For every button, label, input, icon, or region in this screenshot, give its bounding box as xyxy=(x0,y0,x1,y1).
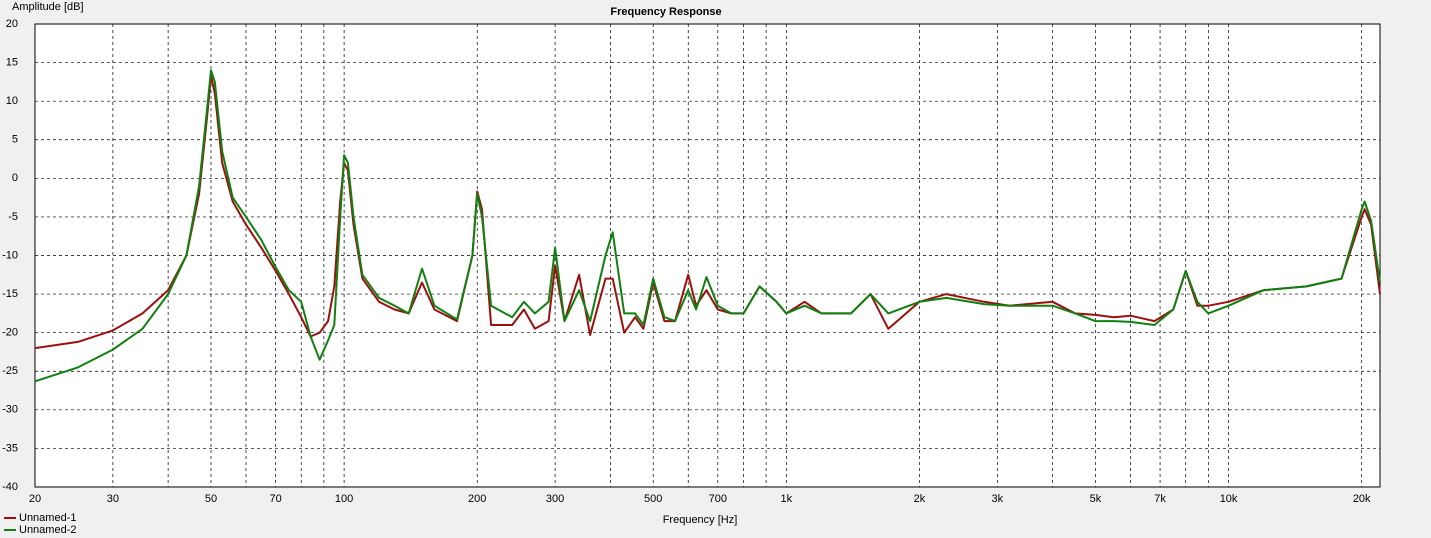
legend-label: Unnamed-1 xyxy=(19,512,76,524)
legend-label: Unnamed-2 xyxy=(19,524,76,536)
x-tick-label: 1k xyxy=(781,493,793,505)
x-tick-label: 20k xyxy=(1353,493,1371,505)
x-tick-label: 700 xyxy=(709,493,727,505)
x-tick-label: 50 xyxy=(205,493,217,505)
x-tick-label: 70 xyxy=(269,493,281,505)
y-tick-label: 20 xyxy=(6,18,18,30)
series-line xyxy=(34,69,1381,383)
x-tick-label: 20 xyxy=(29,493,41,505)
y-tick-label: -5 xyxy=(8,211,18,223)
x-tick-label: 10k xyxy=(1220,493,1238,505)
x-tick-label: 5k xyxy=(1090,493,1102,505)
y-tick-label: -35 xyxy=(2,442,18,454)
x-tick-label: 3k xyxy=(992,493,1004,505)
y-tick-label: -10 xyxy=(2,249,18,261)
x-tick-label: 200 xyxy=(468,493,486,505)
chart-title: Frequency Response xyxy=(610,6,721,18)
x-tick-label: 100 xyxy=(335,493,353,505)
series-line xyxy=(34,74,1381,350)
y-tick-label: 5 xyxy=(12,134,18,146)
y-tick-label: -30 xyxy=(2,404,18,416)
y-tick-label: 10 xyxy=(6,95,18,107)
y-tick-label: -25 xyxy=(2,365,18,377)
x-axis-label: Frequency [Hz] xyxy=(663,514,738,526)
y-tick-label: -20 xyxy=(2,327,18,339)
x-tick-label: 7k xyxy=(1154,493,1166,505)
x-tick-label: 2k xyxy=(914,493,926,505)
y-axis-label: Amplitude [dB] xyxy=(12,1,84,13)
y-tick-label: -15 xyxy=(2,288,18,300)
y-tick-label: 0 xyxy=(12,172,18,184)
x-tick-label: 300 xyxy=(546,493,564,505)
x-tick-label: 30 xyxy=(107,493,119,505)
y-tick-label: -40 xyxy=(2,481,18,493)
x-tick-label: 500 xyxy=(644,493,662,505)
y-tick-label: 15 xyxy=(6,56,18,68)
